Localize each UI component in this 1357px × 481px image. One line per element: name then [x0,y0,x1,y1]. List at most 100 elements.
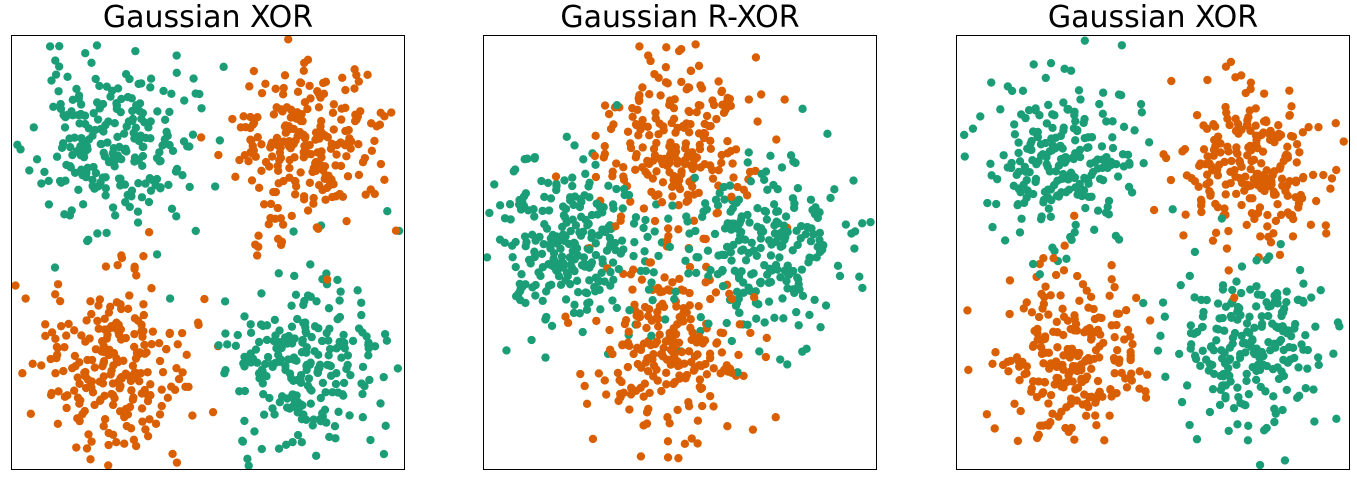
data-point-class-1 [684,106,693,116]
data-point-class-1 [274,179,283,188]
data-point-class-1 [713,208,722,217]
data-point-class-1 [590,151,600,161]
data-point-class-0 [1108,133,1117,142]
data-point-class-1 [184,382,193,392]
data-point-class-1 [696,81,705,90]
data-point-class-1 [143,368,152,377]
data-point-class-1 [1034,312,1044,322]
data-point-class-1 [290,190,300,199]
data-point-class-0 [546,194,556,203]
data-point-class-0 [511,292,521,301]
scatter-plot [959,36,1348,469]
data-point-class-1 [653,376,662,385]
data-point-class-0 [847,229,856,238]
data-point-class-1 [1264,232,1273,242]
data-point-class-1 [623,362,633,372]
data-point-class-0 [56,99,65,109]
data-point-class-1 [654,322,663,331]
data-point-class-1 [311,166,320,176]
data-point-class-0 [291,290,301,299]
data-point-class-0 [993,174,1002,184]
data-point-class-0 [585,276,594,285]
data-point-class-0 [552,179,561,188]
data-point-class-1 [628,112,637,122]
data-point-class-0 [772,207,781,216]
data-point-class-0 [366,435,375,445]
data-point-class-1 [964,365,973,375]
data-point-class-1 [651,314,661,323]
data-point-class-0 [1095,174,1105,184]
data-point-class-0 [1047,195,1056,205]
data-point-class-0 [307,332,316,342]
data-point-class-0 [379,372,388,382]
data-point-class-1 [1243,120,1252,130]
data-point-class-0 [287,339,297,348]
data-point-class-0 [235,387,244,396]
data-point-class-0 [754,300,763,309]
data-point-class-0 [296,378,306,387]
data-point-class-1 [655,302,664,311]
data-point-class-1 [619,388,628,398]
data-point-class-1 [739,185,749,194]
data-point-class-0 [1236,288,1246,298]
data-point-class-1 [188,411,197,420]
data-point-class-1 [129,435,139,445]
data-point-class-1 [674,201,683,210]
data-point-class-0 [1061,187,1071,197]
data-point-class-0 [741,256,751,265]
data-point-class-0 [789,157,798,166]
data-point-class-0 [718,281,728,291]
data-point-class-1 [119,356,128,365]
data-point-class-0 [766,251,776,260]
data-point-class-1 [991,348,1000,357]
data-point-class-1 [249,146,258,155]
data-point-class-0 [1196,361,1205,371]
data-point-class-1 [1027,308,1037,317]
data-point-class-0 [83,145,92,154]
data-point-class-1 [626,197,635,206]
data-point-class-1 [606,124,616,134]
data-point-class-1 [101,262,111,271]
data-point-class-1 [53,343,62,353]
data-point-class-0 [1080,174,1090,183]
data-point-class-1 [214,150,223,160]
data-point-class-0 [296,370,306,380]
data-point-class-0 [810,295,819,305]
data-point-class-0 [654,251,663,261]
data-point-class-1 [1005,276,1015,285]
data-point-class-1 [140,385,149,395]
data-point-class-0 [330,422,340,431]
data-point-class-1 [642,323,651,333]
data-point-class-0 [537,176,546,186]
data-point-class-1 [116,300,125,309]
data-point-class-1 [41,331,50,341]
data-point-class-0 [537,249,547,259]
data-point-class-0 [336,287,345,296]
data-point-class-0 [91,168,101,178]
data-point-class-0 [1311,322,1320,331]
data-point-class-1 [1061,423,1070,433]
data-point-class-1 [1084,303,1093,312]
data-point-class-0 [1250,348,1260,357]
data-point-class-1 [321,195,330,204]
data-point-class-0 [364,344,373,353]
data-point-class-1 [1149,205,1159,215]
data-point-class-1 [663,79,672,88]
data-point-class-1 [1339,137,1348,146]
data-point-class-0 [1182,381,1192,390]
data-point-class-1 [612,159,621,168]
data-point-class-0 [691,268,701,278]
data-point-class-1 [1289,214,1298,224]
data-point-class-0 [726,248,736,257]
data-point-class-0 [1139,159,1148,168]
data-point-class-1 [635,91,644,100]
data-point-class-1 [1082,325,1092,334]
data-point-class-0 [274,269,283,278]
data-point-class-1 [1039,359,1048,368]
data-point-class-1 [1181,210,1190,219]
data-point-class-0 [764,297,774,306]
data-point-class-0 [547,321,557,331]
data-point-class-1 [1319,170,1328,180]
data-point-class-1 [182,350,191,360]
data-point-class-0 [612,303,622,313]
